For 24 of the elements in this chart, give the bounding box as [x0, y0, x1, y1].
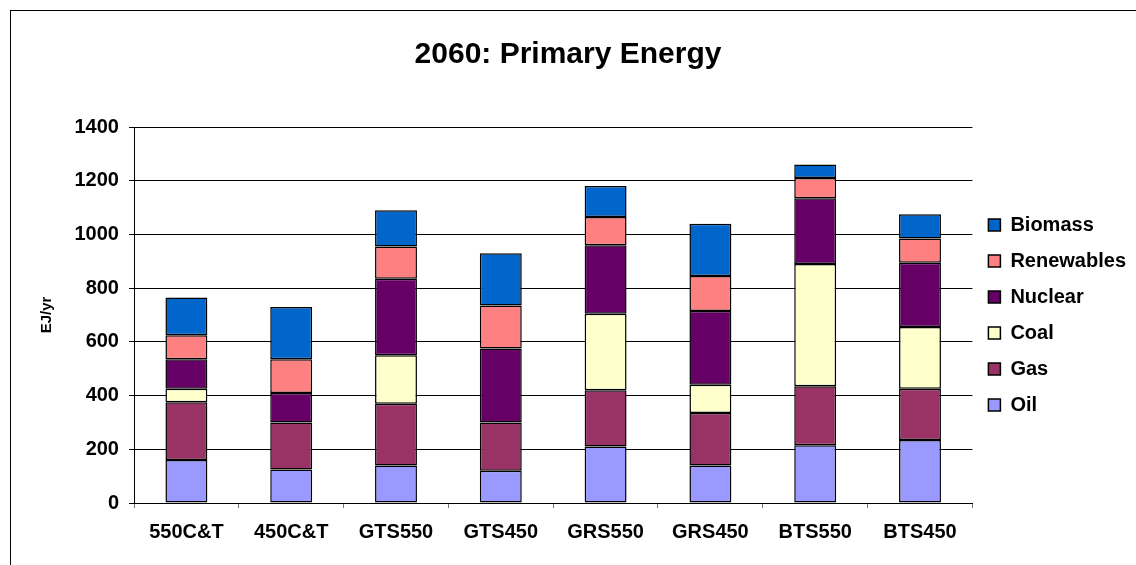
x-tick-label: GTS550	[358, 519, 434, 542]
y-tick-label: 400	[85, 383, 119, 406]
y-tick-label: 600	[85, 329, 119, 352]
legend-label: Biomass	[1010, 212, 1094, 235]
legend-label: Oil	[1010, 392, 1038, 415]
x-tick-label: 450C&T	[253, 519, 329, 542]
x-tick-label: GTS450	[463, 519, 539, 542]
y-tick-label: 0	[107, 490, 119, 513]
x-tick-label: BTS550	[778, 519, 852, 542]
x-tick-label: 550C&T	[149, 519, 224, 542]
legend-label: Coal	[1010, 320, 1054, 343]
y-tick-label: 1400	[74, 114, 119, 137]
legend-label: Gas	[1010, 356, 1049, 379]
legend-label: Renewables	[1010, 248, 1126, 271]
x-tick-label: BTS450	[883, 519, 957, 542]
y-tick-label: 800	[85, 275, 119, 298]
x-tick-label: GRS550	[567, 519, 644, 542]
y-axis-title: EJ/yr	[37, 296, 55, 334]
y-tick-label: 1000	[74, 221, 119, 244]
x-tick-label: GRS450	[672, 519, 749, 542]
y-tick-label: 1200	[74, 168, 119, 191]
legend-label: Nuclear	[1010, 284, 1084, 307]
chart-title: 2060: Primary Energy	[414, 36, 722, 70]
y-tick-label: 200	[85, 436, 119, 459]
